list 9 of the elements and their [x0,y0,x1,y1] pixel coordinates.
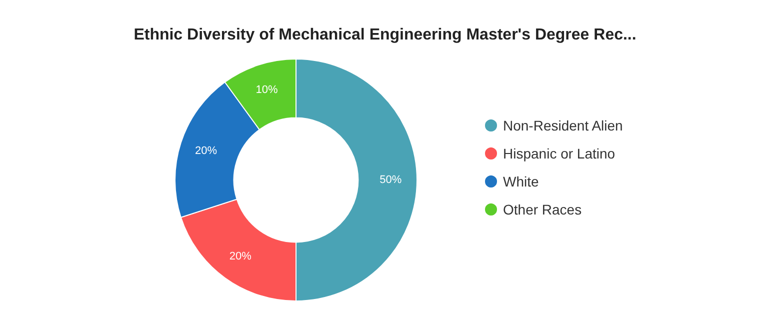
legend-label: Other Races [503,202,582,218]
legend-label: White [503,174,539,190]
legend-label: Non-Resident Alien [503,118,623,134]
data-label: 50% [380,174,402,186]
data-label: 10% [256,84,278,96]
data-label: 20% [195,144,218,157]
chart-title: Ethnic Diversity of Mechanical Engineering Master's Degree Rec... [134,26,636,44]
data-label: 20% [229,250,252,263]
legend-label: Hispanic or Latino [503,146,616,162]
